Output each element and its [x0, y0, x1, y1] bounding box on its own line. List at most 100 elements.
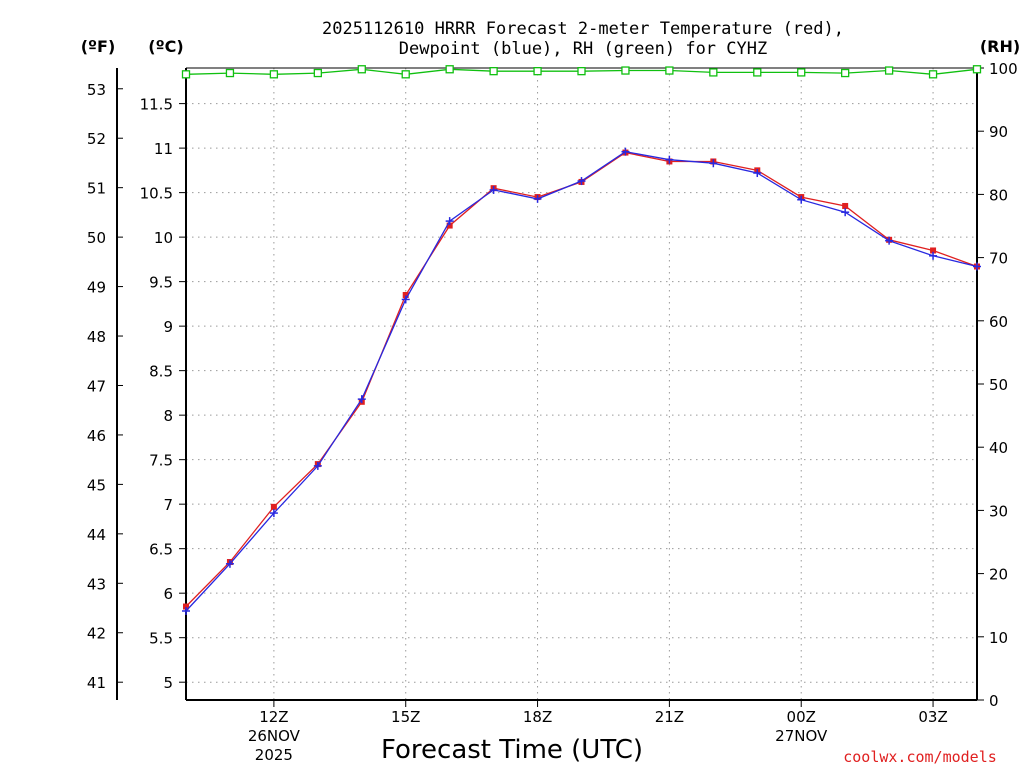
rh-tick-label: 60: [989, 313, 1008, 331]
rh-tick-label: 30: [989, 502, 1008, 520]
celsius-tick-label: 9: [163, 318, 173, 336]
rh-tick-label: 90: [989, 123, 1008, 141]
rh-point: [533, 67, 542, 76]
celsius-unit-label: (ºC): [148, 37, 183, 56]
rh-point: [577, 67, 586, 76]
dewpoint-point: [269, 509, 278, 518]
rh-tick-label: 100: [989, 60, 1018, 78]
dewpoint-point: [182, 606, 190, 615]
fahrenheit-tick-label: 47: [87, 377, 106, 395]
temperature-point: [270, 503, 277, 510]
rh-point: [313, 68, 322, 78]
rh-point: [621, 66, 630, 75]
temperature-point: [183, 603, 189, 610]
series-temperature: [183, 149, 980, 610]
rh-tick-label: 0: [989, 692, 999, 710]
rh-point: [753, 68, 762, 77]
celsius-tick-label: 8.5: [149, 363, 173, 381]
fahrenheit-tick-label: 49: [87, 279, 106, 297]
celsius-tick-label: 8: [163, 407, 173, 425]
x-axis-label: Forecast Time (UTC): [381, 735, 643, 765]
rh-tick-label: 80: [989, 186, 1008, 204]
celsius-tick-label: 10.5: [140, 185, 173, 203]
dewpoint-point: [489, 185, 498, 194]
x-tick-label: 12Z: [259, 708, 288, 726]
celsius-tick-label: 11: [154, 140, 173, 158]
dewpoint-point: [709, 159, 718, 168]
x-tick-label: 21Z: [655, 708, 684, 726]
dewpoint-point: [225, 559, 234, 568]
dewpoint-point: [445, 217, 454, 226]
dewpoint-point: [753, 169, 762, 178]
dewpoint-point: [797, 195, 806, 204]
dewpoint-point: [665, 155, 674, 164]
celsius-tick-label: 7: [163, 496, 173, 514]
fahrenheit-tick-label: 50: [87, 229, 106, 247]
rh-tick-label: 40: [989, 439, 1008, 457]
rh-point: [357, 65, 366, 74]
series-layer: [181, 65, 982, 615]
rh-point: [797, 68, 806, 77]
axes: 41 42 43 44 45 46 47 48 49 50 51 52 53 5 5.5 6 6.5 7 7.5 8 8…: [87, 60, 1018, 764]
x-tick-label: 15Z: [391, 708, 420, 726]
celsius-tick-label: 9.5: [149, 274, 173, 292]
dewpoint-point: [313, 461, 322, 470]
dewpoint-point: [841, 208, 850, 217]
rh-point: [401, 70, 410, 79]
dewpoint-point: [973, 262, 981, 271]
chart-title-line-1: 2025112610 HRRR Forecast 2-meter Tempera…: [322, 19, 844, 39]
temperature-point: [446, 222, 453, 229]
temperature-point: [402, 291, 409, 298]
dewpoint-point: [929, 251, 938, 260]
rh-point: [709, 68, 718, 77]
chart-title-line-2: Dewpoint (blue), RH (green) for CYHZ: [399, 39, 767, 59]
dewpoint-point: [357, 395, 366, 404]
fahrenheit-tick-label: 51: [87, 180, 106, 198]
rh-tick-label: 20: [989, 566, 1008, 584]
rh-point: [972, 65, 982, 74]
fahrenheit-tick-label: 48: [87, 328, 106, 346]
fahrenheit-unit-label: (ºF): [81, 37, 116, 56]
rh-tick-label: 50: [989, 376, 1008, 394]
fahrenheit-tick-label: 42: [87, 625, 106, 643]
celsius-tick-label: 5: [163, 674, 173, 692]
rh-point: [489, 67, 498, 76]
fahrenheit-tick-label: 52: [87, 130, 106, 148]
fahrenheit-tick-label: 53: [87, 81, 106, 99]
series-dewpoint: [182, 147, 981, 615]
celsius-tick-label: 11.5: [140, 96, 173, 114]
celsius-tick-label: 7.5: [149, 452, 173, 470]
series-rh: [181, 65, 982, 79]
rh-point: [445, 65, 454, 74]
dewpoint-point: [533, 194, 542, 203]
fahrenheit-tick-label: 43: [87, 575, 106, 593]
dewpoint-point: [577, 177, 586, 186]
x-tick-year-label: 2025: [255, 746, 293, 764]
x-tick-label: 00Z: [787, 708, 816, 726]
dewpoint-point: [885, 236, 894, 245]
rh-tick-label: 10: [989, 629, 1008, 647]
rh-point: [225, 68, 235, 78]
fahrenheit-tick-label: 45: [87, 476, 106, 494]
x-tick-date-label: 27NOV: [775, 727, 828, 745]
rh-unit-label: (RH): [980, 37, 1020, 56]
celsius-tick-label: 5.5: [149, 630, 173, 648]
dewpoint-point: [621, 147, 630, 156]
rh-point: [665, 66, 674, 75]
credit-text: coolwx.com/models: [843, 748, 997, 766]
fahrenheit-tick-label: 41: [87, 674, 106, 692]
fahrenheit-tick-label: 44: [87, 526, 106, 544]
gridlines: [186, 68, 977, 700]
fahrenheit-tick-label: 46: [87, 427, 106, 445]
celsius-tick-label: 6: [163, 585, 173, 603]
rh-point: [928, 70, 938, 79]
temperature-point: [930, 247, 937, 254]
rh-point: [841, 68, 850, 78]
celsius-tick-label: 10: [154, 229, 173, 247]
series-line-dewpoint: [185, 151, 978, 612]
rh-point: [269, 70, 279, 79]
rh-point: [884, 66, 894, 75]
rh-tick-label: 70: [989, 250, 1008, 268]
rh-point: [181, 70, 191, 79]
